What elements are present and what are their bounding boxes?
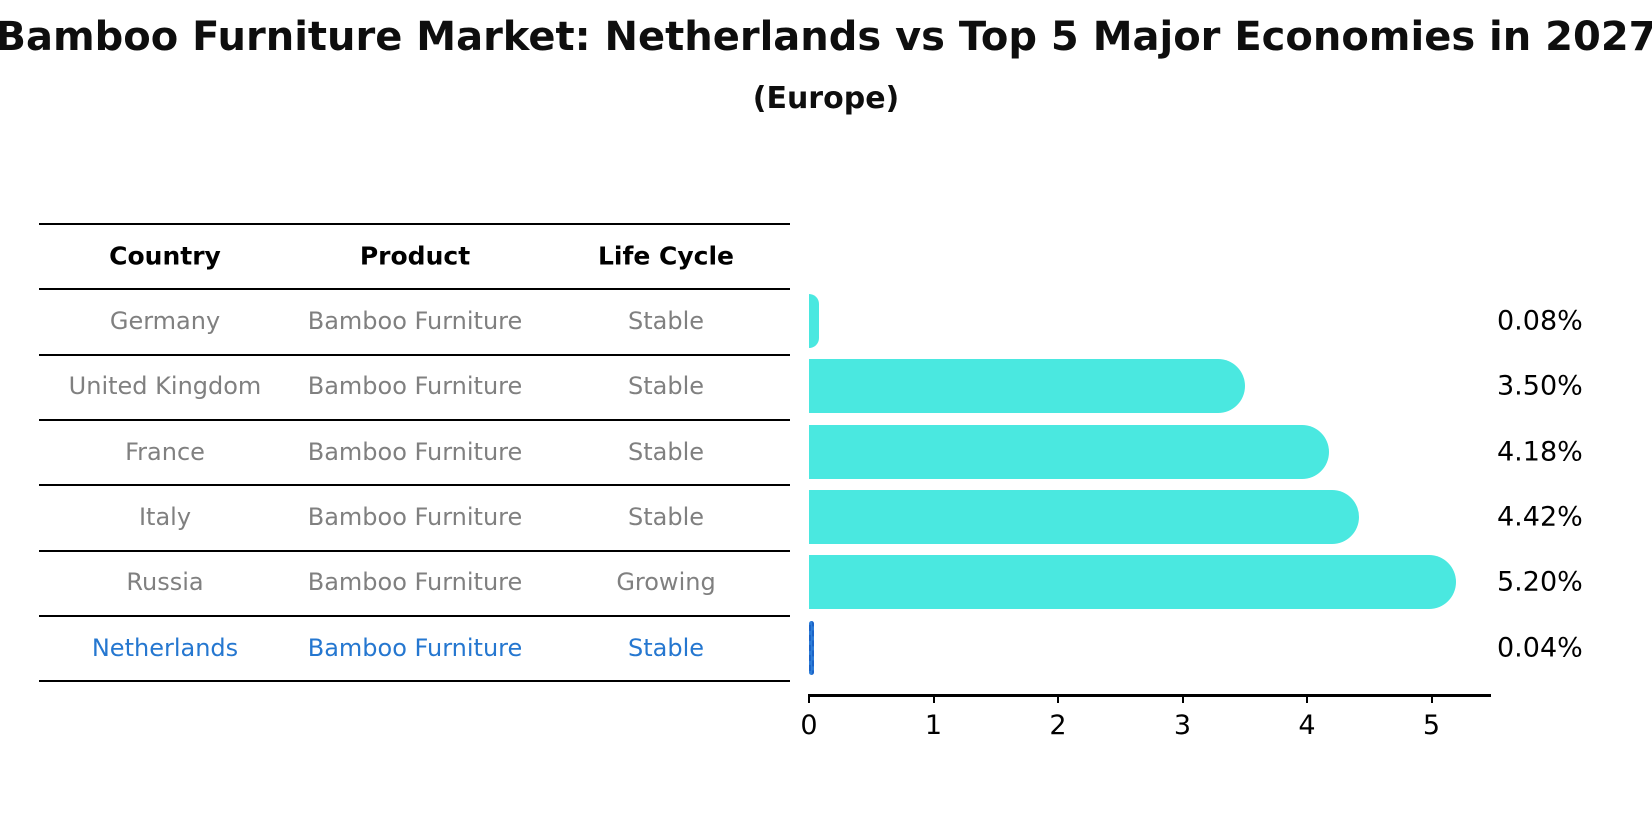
x-axis-tick-label: 4 bbox=[1298, 710, 1316, 741]
value-label-italy: 4.42% bbox=[1497, 501, 1583, 533]
table-cell-product: Bamboo Furniture bbox=[307, 437, 523, 466]
bar-russia bbox=[809, 555, 1457, 610]
column-header-lifecycle: Life Cycle bbox=[597, 241, 735, 271]
column-header-product: Product bbox=[359, 241, 471, 271]
table-cell-product: Bamboo Furniture bbox=[307, 372, 523, 401]
table-cell-product: Bamboo Furniture bbox=[307, 307, 523, 335]
chart-subtitle: (Europe) bbox=[752, 81, 900, 116]
table-cell-country: France bbox=[125, 437, 205, 466]
x-axis-tick-label: 0 bbox=[800, 710, 818, 741]
table-cell-country: United Kingdom bbox=[68, 372, 262, 401]
table-cell-lifecycle: Stable bbox=[627, 437, 705, 466]
table-cell-lifecycle: Stable bbox=[627, 372, 705, 401]
table-cell-country: Netherlands bbox=[91, 633, 239, 662]
x-axis-line bbox=[808, 694, 1491, 697]
x-axis-tick bbox=[1306, 694, 1308, 703]
table-separator-line bbox=[39, 484, 790, 486]
table-separator-line bbox=[39, 354, 790, 356]
table-cell-product: Bamboo Furniture bbox=[307, 633, 523, 662]
x-axis-tick bbox=[1181, 694, 1184, 703]
x-axis-tick bbox=[1430, 694, 1433, 703]
chart-title: Bamboo Furniture Market: Netherlands vs … bbox=[0, 14, 1652, 60]
table-separator-line bbox=[39, 223, 790, 225]
column-header-country: Country bbox=[109, 241, 221, 271]
bar-italy bbox=[809, 489, 1360, 544]
table-separator-line bbox=[39, 615, 790, 617]
table-separator-line bbox=[39, 550, 790, 552]
table-cell-country: Italy bbox=[138, 502, 192, 531]
table-cell-lifecycle: Stable bbox=[627, 633, 705, 662]
bar-germany bbox=[809, 294, 819, 348]
x-axis-tick bbox=[1057, 694, 1059, 703]
bar-highlight-netherlands bbox=[809, 620, 814, 675]
table-cell-lifecycle: Growing bbox=[616, 568, 716, 597]
table-separator-line bbox=[39, 680, 790, 682]
x-axis-tick bbox=[808, 694, 810, 703]
x-axis-tick-label: 2 bbox=[1049, 710, 1067, 741]
x-axis-tick-label: 1 bbox=[924, 710, 943, 741]
table-cell-country: Germany bbox=[109, 307, 221, 335]
value-label-france: 4.18% bbox=[1497, 436, 1583, 468]
bar-france bbox=[809, 424, 1330, 479]
table-cell-product: Bamboo Furniture bbox=[307, 502, 523, 531]
table-separator-line bbox=[39, 419, 790, 421]
x-axis-tick-label: 5 bbox=[1422, 710, 1441, 741]
table-cell-lifecycle: Stable bbox=[627, 307, 705, 335]
value-label-united-kingdom: 3.50% bbox=[1497, 370, 1583, 402]
value-label-netherlands: 0.04% bbox=[1497, 632, 1583, 663]
value-label-germany: 0.08% bbox=[1497, 305, 1583, 337]
bar-united-kingdom bbox=[809, 359, 1245, 414]
table-cell-product: Bamboo Furniture bbox=[307, 568, 523, 597]
table-cell-country: Russia bbox=[126, 568, 204, 597]
value-label-russia: 5.20% bbox=[1497, 566, 1583, 598]
table-cell-lifecycle: Stable bbox=[627, 502, 705, 531]
x-axis-tick bbox=[932, 694, 935, 703]
table-separator-line bbox=[39, 288, 790, 290]
x-axis-tick-label: 3 bbox=[1173, 710, 1192, 741]
